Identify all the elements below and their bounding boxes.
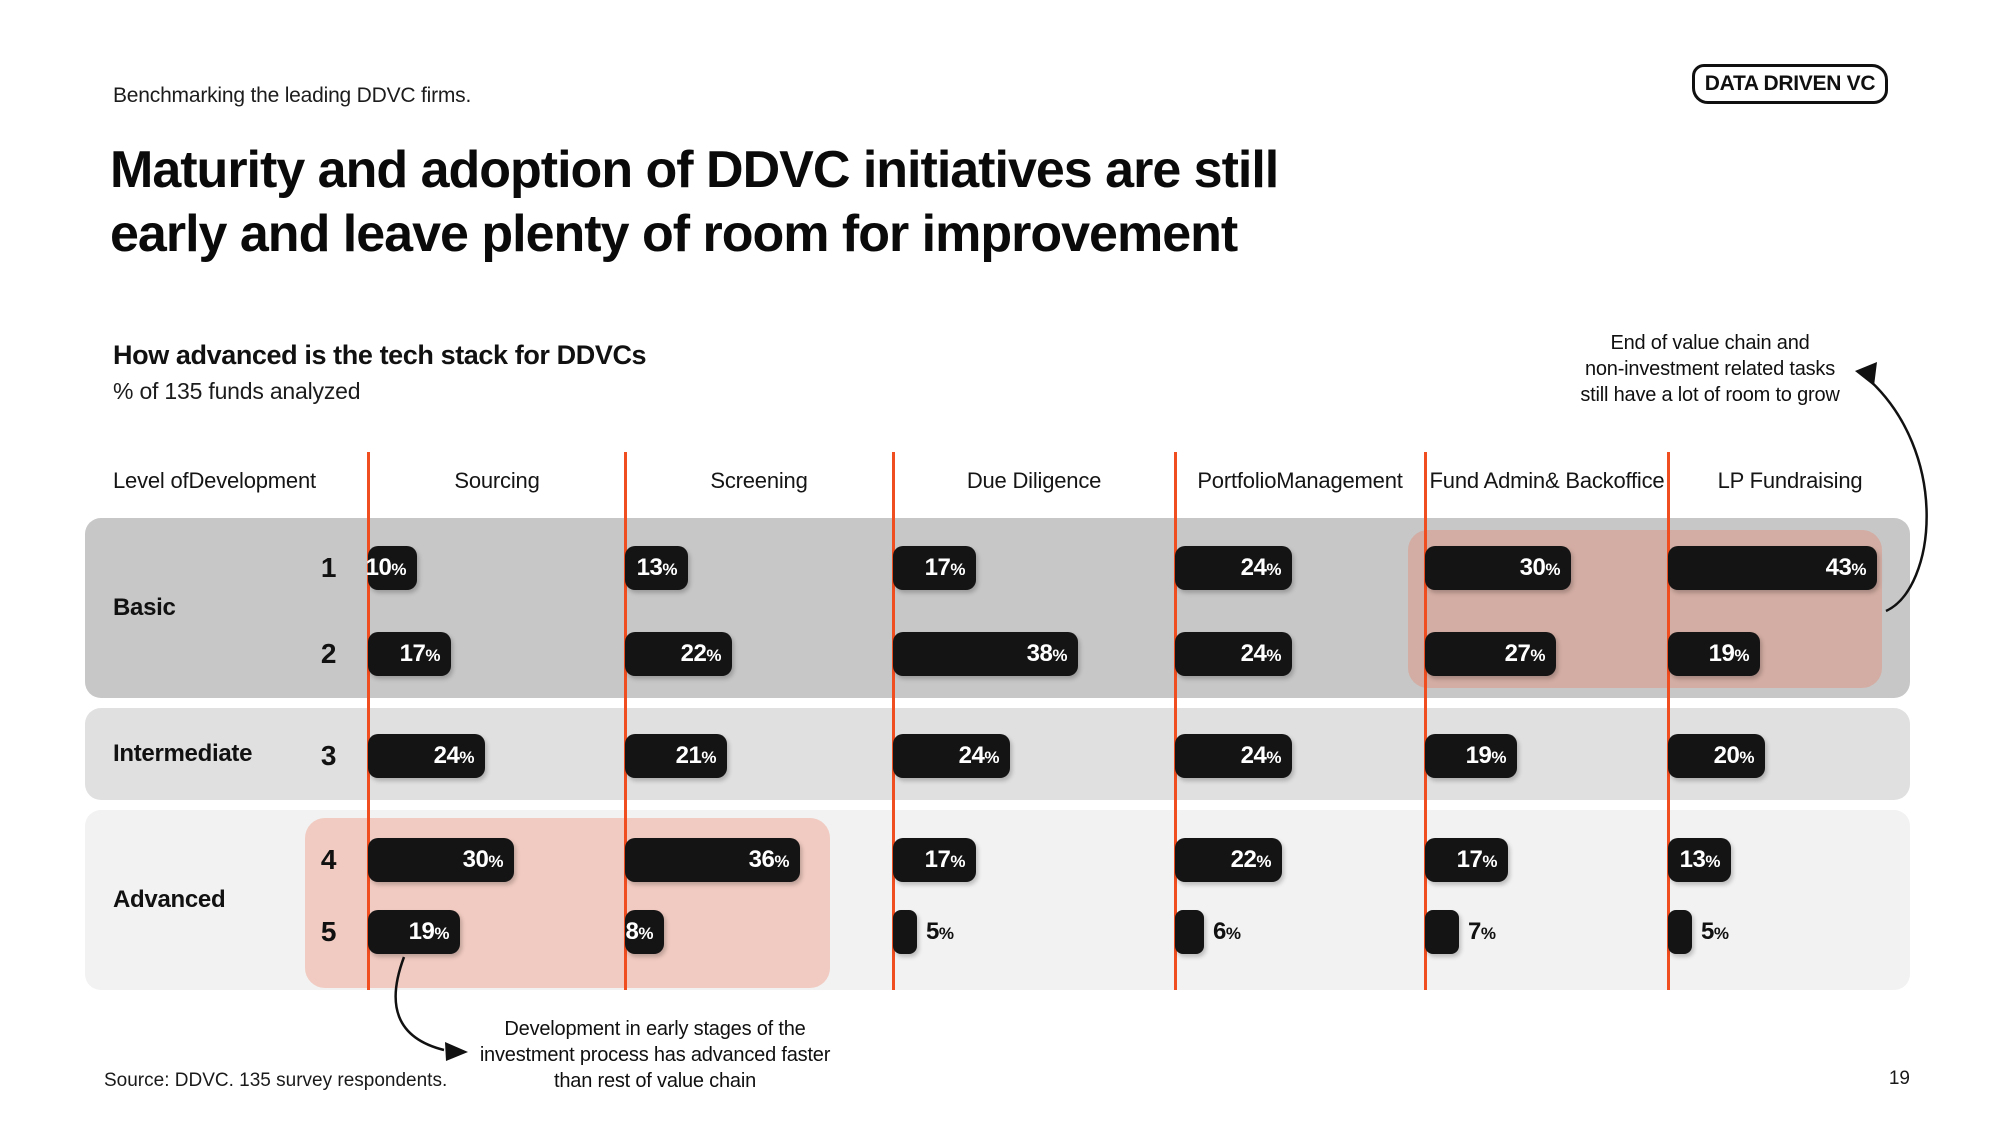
bar-level1-lp-fundraising: 43% (1668, 546, 1877, 590)
bar-value-label: 38% (1026, 640, 1068, 667)
bar-level5-portfolio-management (1175, 910, 1204, 954)
bar-level1-portfolio-management: 24% (1175, 546, 1292, 590)
bar-value-label: 24% (958, 742, 1000, 769)
bar-value-label: 24% (433, 742, 475, 769)
column-header-portfolio-management: Portfolio Management (1197, 468, 1403, 493)
bar-level1-sourcing: 10% (365, 546, 417, 590)
bar-value-label: 17% (924, 846, 966, 873)
bar-level5-sourcing: 19% (368, 910, 460, 954)
level-number-5: 5 (320, 916, 337, 947)
column-header-due-diligence: Due Diligence (966, 468, 1102, 493)
bar-value-label: 43% (1825, 554, 1867, 581)
bar-level2-fund-admin-backoffice: 27% (1425, 632, 1556, 676)
bar-level3-sourcing: 24% (368, 734, 485, 778)
bar-level2-due-diligence: 38% (893, 632, 1078, 676)
bar-value-label: 24% (1240, 640, 1282, 667)
column-divider-sourcing (367, 452, 370, 990)
level-number-3: 3 (320, 740, 337, 771)
bar-level5-lp-fundraising (1668, 910, 1692, 954)
column-divider-screening (624, 452, 627, 990)
bar-value-label: 22% (680, 640, 722, 667)
bar-value-label: 13% (1679, 846, 1721, 873)
bar-value-label: 19% (408, 918, 450, 945)
column-divider-due-diligence (892, 452, 895, 990)
column-header-sourcing: Sourcing (454, 468, 540, 493)
bar-level5-screening: 8% (625, 910, 664, 954)
bar-value-label: 24% (1240, 742, 1282, 769)
bar-value-label: 17% (1456, 846, 1498, 873)
bar-value-label: 10% (365, 554, 407, 581)
bar-level3-lp-fundraising: 20% (1668, 734, 1765, 778)
page-title-line2: early and leave plenty of room for impro… (110, 205, 1238, 263)
bar-level5-due-diligence (893, 910, 917, 954)
bar-value-label: 13% (636, 554, 678, 581)
bar-level3-screening: 21% (625, 734, 727, 778)
bar-value-label: 7% (1468, 918, 1496, 945)
bar-level4-portfolio-management: 22% (1175, 838, 1282, 882)
eyebrow-text: Benchmarking the leading DDVC firms. (113, 84, 472, 107)
bar-value-label: 17% (924, 554, 966, 581)
brand-badge: DATA DRIVEN VC (1692, 64, 1888, 104)
bar-level3-due-diligence: 24% (893, 734, 1010, 778)
bar-value-label: 22% (1230, 846, 1272, 873)
annotation-bottom-left: Development in early stages of the invest… (479, 1018, 831, 1092)
bar-value-label: 36% (748, 846, 790, 873)
bar-level4-screening: 36% (625, 838, 800, 882)
column-divider-fund-admin-backoffice (1424, 452, 1427, 990)
column-header-lp-fundraising: LP Fundraising (1717, 468, 1863, 493)
bar-value-label: 8% (625, 918, 654, 945)
bar-level4-fund-admin-backoffice: 17% (1425, 838, 1508, 882)
page-title: Maturity and adoption of DDVC initiative… (110, 138, 1610, 266)
bar-level1-fund-admin-backoffice: 30% (1425, 546, 1571, 590)
bar-value-label: 27% (1504, 640, 1546, 667)
bar-level2-screening: 22% (625, 632, 732, 676)
bar-level5-fund-admin-backoffice (1425, 910, 1459, 954)
column-divider-portfolio-management (1174, 452, 1177, 990)
chart-heading: How advanced is the tech stack for DDVCs (113, 340, 647, 370)
bar-value-label: 17% (399, 640, 441, 667)
group-label-advanced: Advanced (113, 886, 226, 913)
level-number-2: 2 (320, 638, 337, 669)
column-header-screening: Screening (710, 468, 808, 493)
bar-level4-lp-fundraising: 13% (1668, 838, 1731, 882)
bar-level4-due-diligence: 17% (893, 838, 976, 882)
group-label-intermediate: Intermediate (113, 740, 253, 767)
page-number: 19 (1888, 1068, 1910, 1089)
bar-level2-sourcing: 17% (368, 632, 451, 676)
bar-value-label: 5% (926, 918, 954, 945)
source-note: Source: DDVC. 135 survey respondents. (104, 1070, 448, 1091)
bar-value-label: 19% (1465, 742, 1507, 769)
bar-level3-fund-admin-backoffice: 19% (1425, 734, 1517, 778)
bar-level2-lp-fundraising: 19% (1668, 632, 1760, 676)
column-header-fund-admin-backoffice: Fund Admin & Backoffice (1429, 468, 1665, 493)
page-title-line1: Maturity and adoption of DDVC initiative… (110, 141, 1279, 199)
bar-value-label: 30% (1519, 554, 1561, 581)
bar-level4-sourcing: 30% (368, 838, 514, 882)
bar-level1-screening: 13% (625, 546, 688, 590)
level-axis-header: Level of Development (113, 468, 316, 493)
bar-value-label: 6% (1213, 918, 1241, 945)
annotation-top-right: End of value chain and non-investment rel… (1580, 332, 1840, 406)
column-divider-lp-fundraising (1667, 452, 1670, 990)
bar-value-label: 30% (462, 846, 504, 873)
bar-value-label: 24% (1240, 554, 1282, 581)
bar-level2-portfolio-management: 24% (1175, 632, 1292, 676)
bar-value-label: 5% (1701, 918, 1729, 945)
bar-value-label: 21% (675, 742, 717, 769)
bar-level3-portfolio-management: 24% (1175, 734, 1292, 778)
group-label-basic: Basic (113, 594, 176, 621)
level-number-1: 1 (320, 552, 337, 583)
bar-level1-due-diligence: 17% (893, 546, 976, 590)
level-number-4: 4 (320, 844, 337, 875)
brand-badge-label: DATA DRIVEN VC (1704, 72, 1876, 95)
bar-value-label: 20% (1713, 742, 1755, 769)
bar-value-label: 19% (1708, 640, 1750, 667)
chart-unit-note: % of 135 funds analyzed (113, 378, 361, 404)
